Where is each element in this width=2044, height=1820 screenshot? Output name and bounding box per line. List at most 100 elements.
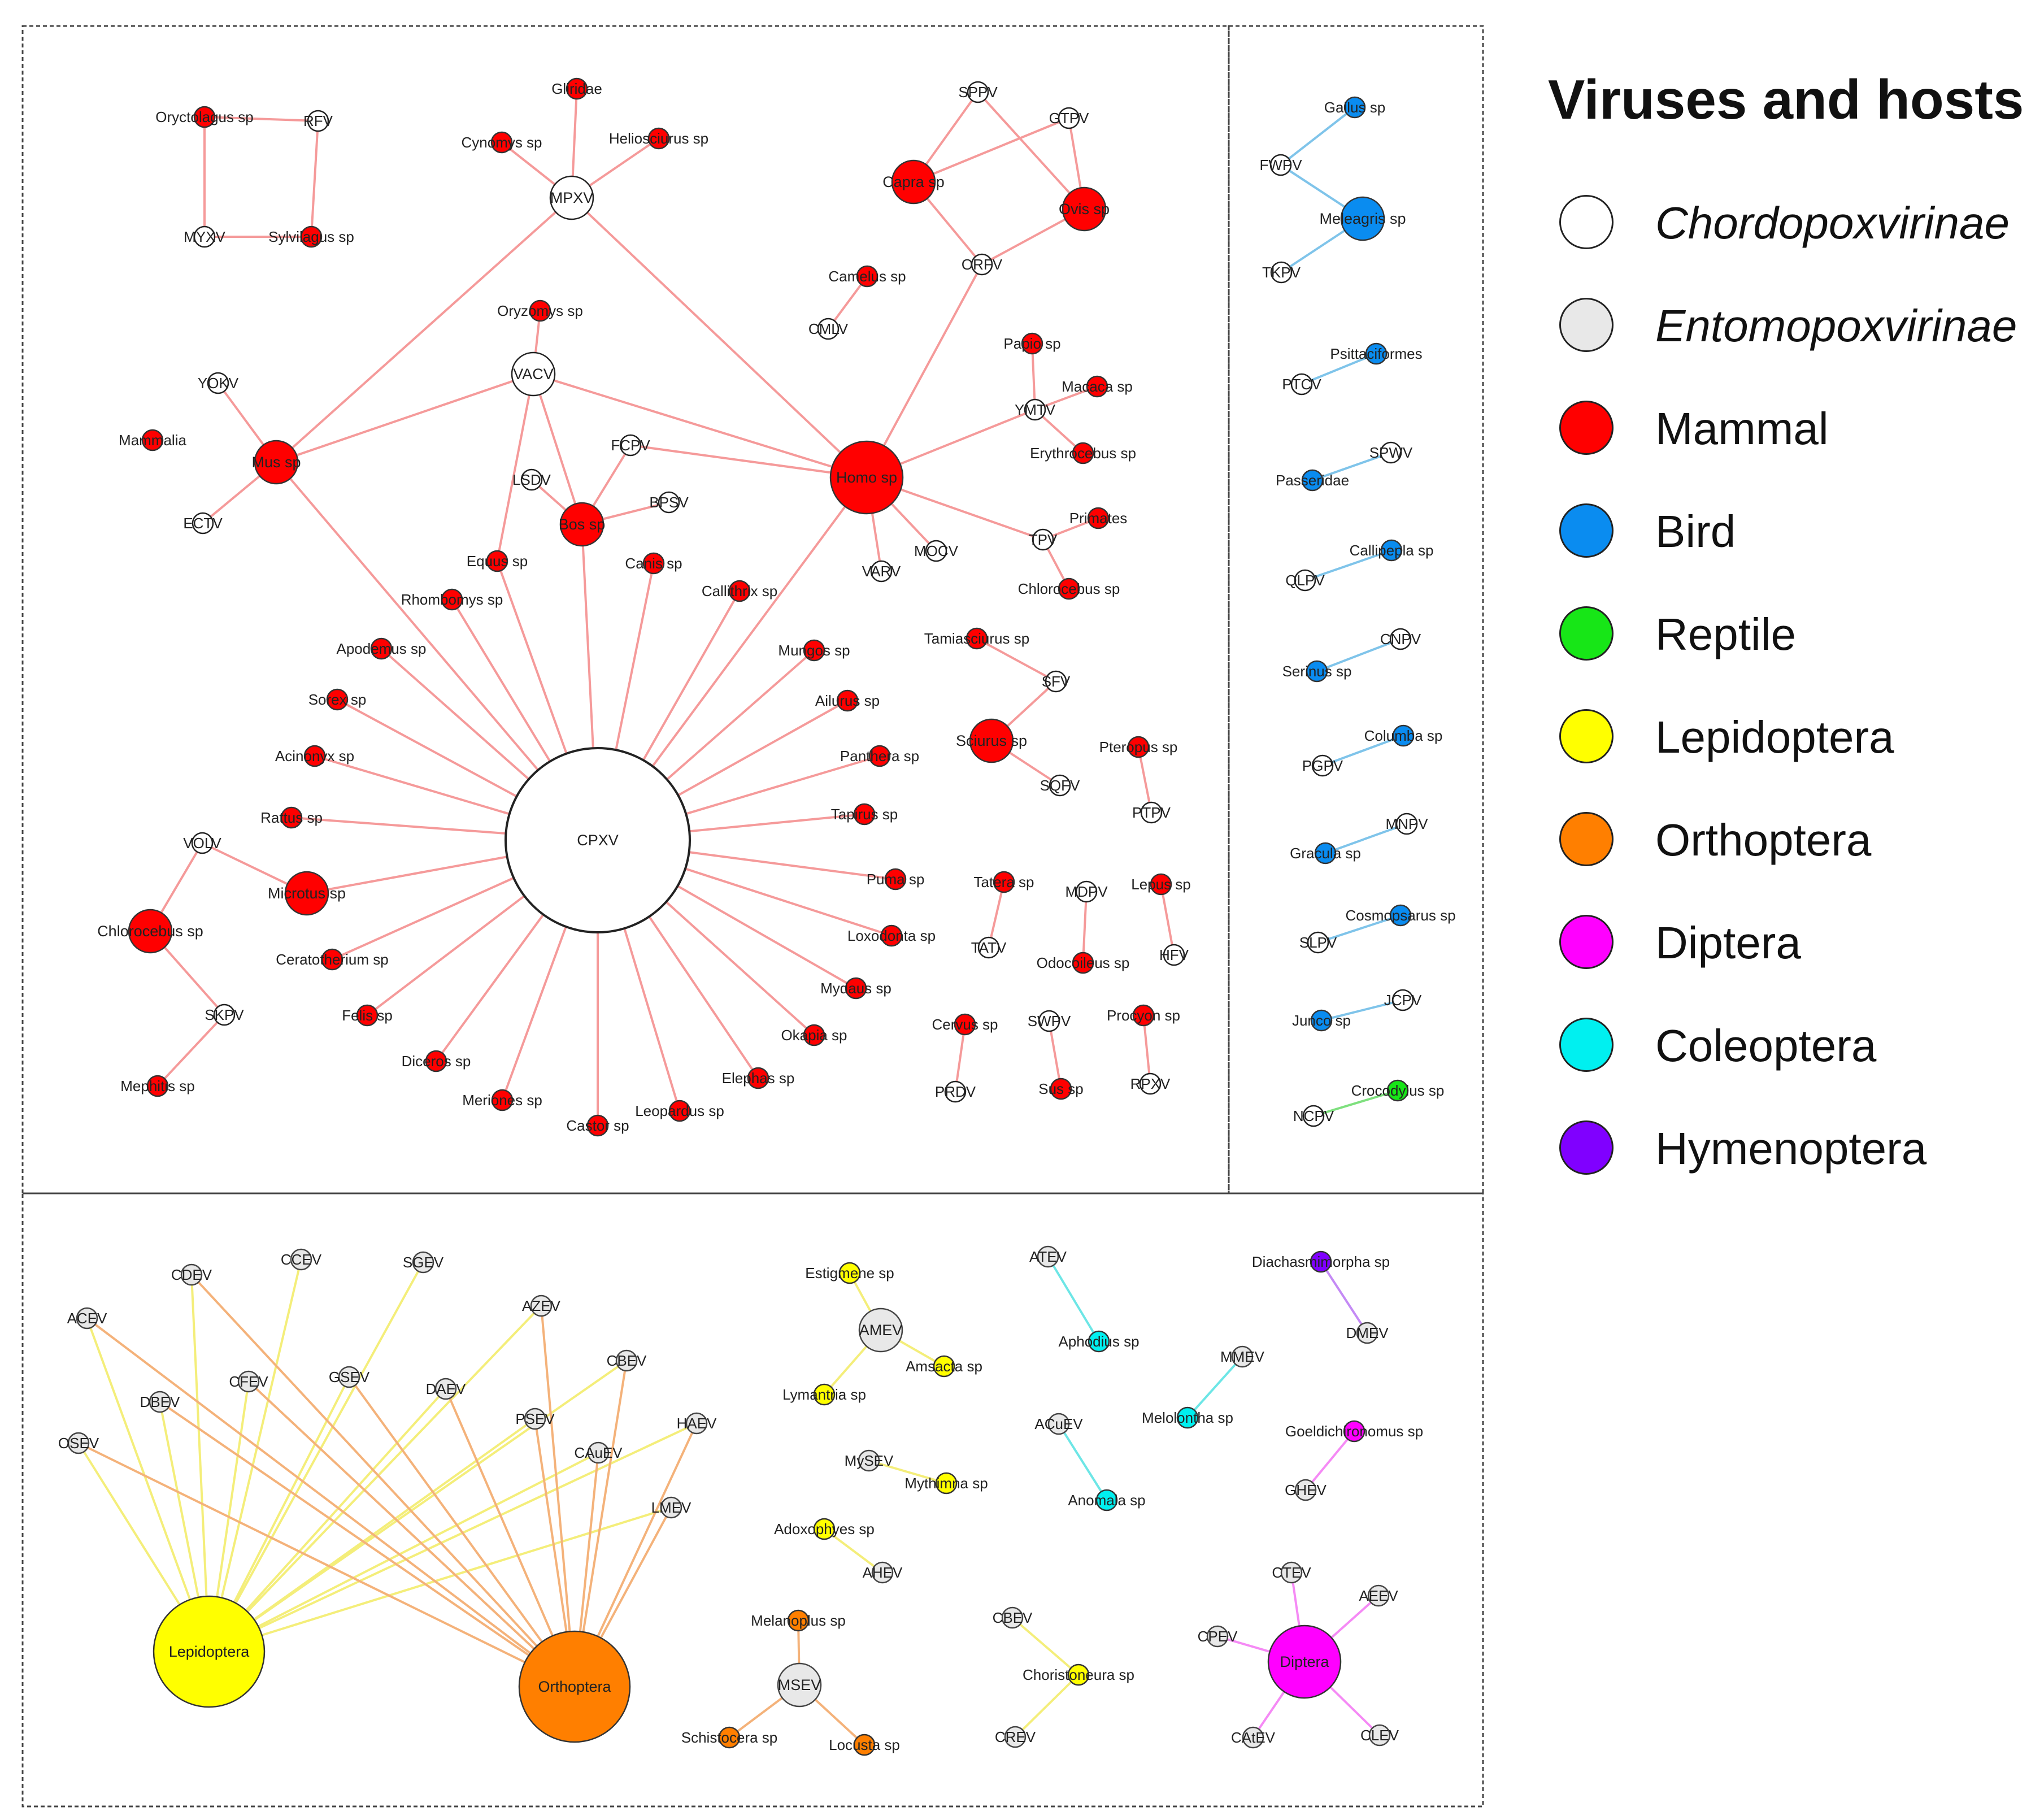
node-mpxv[interactable]: MPXV	[549, 175, 594, 220]
node-catev[interactable]: CAtEV	[1231, 1726, 1276, 1749]
node-goeldichironomus[interactable]: Goeldichironomus sp	[1285, 1420, 1423, 1443]
node-tamiasciurus[interactable]: Tamiasciurus sp	[924, 627, 1029, 650]
node-cdev[interactable]: CDEV	[171, 1263, 212, 1286]
node-procyon[interactable]: Procyon sp	[1107, 1004, 1180, 1027]
node-cauev[interactable]: CAuEV	[574, 1441, 623, 1464]
node-melanoplus[interactable]: Melanoplus sp	[751, 1609, 846, 1632]
node-loxodonta[interactable]: Loxodonta sp	[847, 924, 936, 947]
node-volv[interactable]: VOLV	[183, 832, 221, 854]
node-vacv[interactable]: VACV	[511, 351, 556, 397]
node-callithrix[interactable]: Callithrix sp	[702, 580, 777, 602]
node-chlorocebus2[interactable]: Chlorocebus sp	[97, 909, 203, 954]
node-lymantria[interactable]: Lymantria sp	[782, 1383, 866, 1406]
node-azev[interactable]: AZEV	[522, 1295, 561, 1317]
node-homo[interactable]: Homo sp	[829, 440, 904, 515]
node-gracula[interactable]: Gracula sp	[1290, 842, 1361, 865]
node-fwpv[interactable]: FWPV	[1259, 154, 1302, 176]
node-swpv[interactable]: SWPV	[1028, 1010, 1071, 1032]
node-crocodylus[interactable]: Crocodylus sp	[1351, 1079, 1445, 1102]
node-estigmene[interactable]: Estigmene sp	[805, 1262, 894, 1284]
node-choristoneura[interactable]: Choristoneura sp	[1023, 1663, 1134, 1686]
node-sus[interactable]: Sus sp	[1038, 1078, 1084, 1100]
node-ctev[interactable]: CTEV	[1272, 1561, 1311, 1584]
node-qlpv[interactable]: QLPV	[1285, 569, 1325, 592]
node-mmev[interactable]: MMEV	[1220, 1345, 1265, 1368]
node-skpv[interactable]: SKPV	[205, 1004, 244, 1026]
node-ptpv[interactable]: PTPV	[1132, 801, 1171, 824]
node-mus[interactable]: Mus sp	[251, 440, 301, 485]
node-diceros[interactable]: Diceros sp	[402, 1050, 471, 1072]
node-cbev2[interactable]: CBEV	[993, 1606, 1033, 1629]
node-varv[interactable]: VARV	[862, 560, 901, 583]
node-ectv[interactable]: ECTV	[183, 512, 223, 535]
node-lsdv[interactable]: LSDV	[512, 468, 551, 491]
node-heliosciurus[interactable]: Heliosciurus sp	[609, 127, 708, 150]
node-tpv[interactable]: TPV	[1029, 528, 1058, 551]
node-gsev[interactable]: GSEV	[329, 1366, 370, 1388]
node-passeridae[interactable]: Passeridae	[1276, 469, 1349, 492]
node-sciurus[interactable]: Sciurus sp	[956, 718, 1027, 763]
node-mysev[interactable]: MySEV	[845, 1449, 894, 1472]
node-sgev[interactable]: SGEV	[403, 1251, 444, 1274]
node-pgpv[interactable]: PGPV	[1302, 754, 1343, 777]
node-macaca[interactable]: Macaca sp	[1062, 375, 1133, 398]
node-ceratotherium[interactable]: Ceratotherium sp	[276, 948, 389, 971]
node-microtus[interactable]: Microtus sp	[268, 871, 346, 916]
node-orfv[interactable]: ORFV	[962, 253, 1003, 276]
node-mythimna[interactable]: Mythimna sp	[904, 1472, 988, 1495]
node-cfev[interactable]: CFEV	[229, 1370, 268, 1393]
node-prdv[interactable]: PRDV	[935, 1080, 976, 1103]
node-sppv[interactable]: SPPV	[958, 81, 998, 103]
node-ailurus[interactable]: Ailurus sp	[815, 689, 880, 712]
node-hfv[interactable]: HFV	[1159, 944, 1189, 966]
node-gliridae[interactable]: Gliridae	[551, 77, 602, 100]
node-dmev[interactable]: DMEV	[1346, 1322, 1389, 1344]
node-rpxv[interactable]: RPXV	[1130, 1072, 1171, 1095]
node-locusta[interactable]: Locusta sp	[829, 1734, 900, 1756]
node-schistocera[interactable]: Schistocera sp	[681, 1726, 778, 1749]
node-mydaus[interactable]: Mydaus sp	[820, 977, 891, 1000]
node-osev[interactable]: OSEV	[58, 1432, 99, 1454]
node-rhombomys[interactable]: Rhombomys sp	[401, 588, 503, 611]
node-elephas[interactable]: Elephas sp	[722, 1067, 795, 1089]
node-oryzomys[interactable]: Oryzomys sp	[497, 299, 583, 322]
node-acev[interactable]: ACEV	[67, 1307, 107, 1330]
node-junco[interactable]: Junco sp	[1292, 1009, 1351, 1032]
node-apodemus[interactable]: Apodemus sp	[337, 637, 427, 660]
node-callipepla[interactable]: Callipepla sp	[1350, 539, 1434, 562]
node-primates[interactable]: Primates	[1069, 507, 1128, 529]
node-castor[interactable]: Castor sp	[566, 1114, 629, 1137]
node-rattus[interactable]: Rattus sp	[260, 806, 323, 829]
node-atev[interactable]: ATEV	[1029, 1245, 1067, 1268]
node-tkpv[interactable]: TKPV	[1262, 261, 1301, 284]
node-yokv[interactable]: YOKV	[198, 372, 239, 394]
node-psev[interactable]: PSEV	[515, 1408, 555, 1430]
node-daev[interactable]: DAEV	[426, 1378, 466, 1400]
node-lepus[interactable]: Lepus sp	[1131, 873, 1191, 896]
node-mnpv[interactable]: MNPV	[1385, 813, 1428, 835]
node-odocoileus[interactable]: Odocoileus sp	[1037, 952, 1130, 974]
node-ovis[interactable]: Ovis sp	[1059, 186, 1110, 232]
node-capra[interactable]: Capra sp	[882, 159, 945, 205]
node-dbev[interactable]: DBEV	[140, 1391, 180, 1413]
node-mungos[interactable]: Mungos sp	[778, 639, 850, 662]
node-felis[interactable]: Felis sp	[342, 1004, 393, 1027]
node-mammalia[interactable]: Mammalia	[119, 429, 186, 451]
node-ncpv[interactable]: NCPV	[1293, 1105, 1334, 1127]
node-columba[interactable]: Columba sp	[1364, 724, 1443, 747]
node-pteropus[interactable]: Pteropus sp	[1099, 736, 1178, 758]
node-sqfv[interactable]: SQFV	[1040, 774, 1080, 797]
node-sylvilagus[interactable]: Sylvilagus sp	[268, 225, 354, 248]
node-cbev[interactable]: CBEV	[607, 1349, 647, 1372]
node-melolontha[interactable]: Melolontha sp	[1142, 1406, 1233, 1429]
node-canis[interactable]: Canis sp	[625, 552, 682, 575]
node-tatv[interactable]: TATV	[971, 936, 1007, 959]
node-spwv[interactable]: SPWV	[1369, 441, 1413, 464]
node-acuev[interactable]: ACuEV	[1034, 1413, 1083, 1435]
node-amev[interactable]: AMEV	[858, 1308, 903, 1353]
node-myxv[interactable]: MYXV	[184, 225, 225, 248]
node-cosmopsarus[interactable]: Cosmopsarus sp	[1345, 904, 1456, 927]
node-sfv[interactable]: SFV	[1042, 670, 1071, 693]
node-erythrocebus[interactable]: Erythrocebus sp	[1030, 442, 1136, 464]
node-equus[interactable]: Equus sp	[467, 550, 528, 572]
